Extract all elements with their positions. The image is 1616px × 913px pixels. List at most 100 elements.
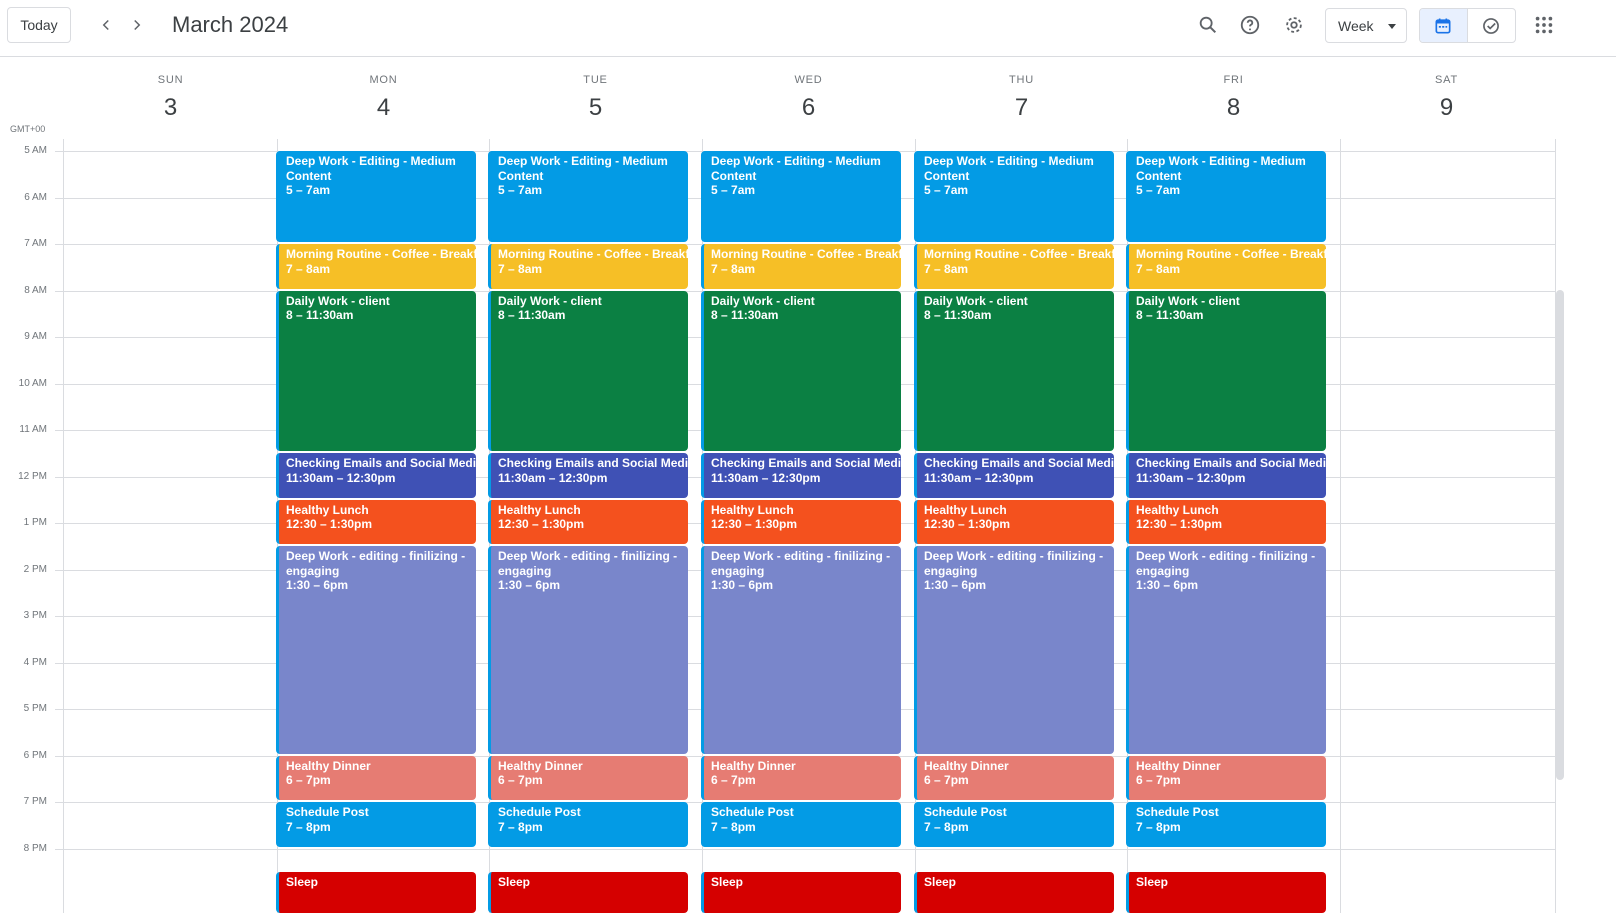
calendar-event[interactable]: Checking Emails and Social Media and11:3… [914,453,1114,498]
settings-button[interactable] [1278,9,1310,41]
calendar-event[interactable]: Sleep [1126,871,1326,913]
event-title: Checking Emails and Social Media and [711,456,901,471]
day-number[interactable]: 5 [588,94,603,121]
event-time: 11:30am – 12:30pm [924,470,1034,485]
event-time: 7 – 8am [498,261,543,276]
hour-label: 12 PM [18,470,47,482]
day-number[interactable]: 3 [163,94,178,121]
event-time: 12:30 – 1:30pm [924,517,1011,532]
event-time: 7 – 8am [924,261,969,276]
help-button[interactable] [1234,9,1266,41]
day-of-week: FRI [1223,74,1244,86]
week-grid[interactable]: 5 AM 6 AM 7 AM 8 AM 9 AM 10 AM 11 AM 12 PM 1 PM 2… [0,139,1556,913]
hour-label: 5 PM [23,703,47,714]
event-title: Morning Routine - Coffee - Breakfast [286,247,476,261]
calendar-event[interactable]: Healthy Dinner 6 – 7pm [914,755,1114,800]
calendar-event[interactable]: Deep Work - editing - finilizing - engag… [276,546,476,754]
day-header-wed[interactable]: WED 6 [702,57,915,139]
calendar-event[interactable]: Daily Work - client 8 – 11:30am [276,290,476,452]
calendar-event[interactable]: Checking Emails and Social Media and11:3… [488,453,688,498]
event-time: 7 – 8pm [498,819,543,834]
calendar-event[interactable]: Checking Emails and Social Media and11:3… [701,453,901,498]
calendar-event[interactable]: Deep Work - editing - finilizing - engag… [701,546,901,754]
calendar-event[interactable]: Deep Work - Editing - Medium Content 5 – … [1126,151,1326,242]
calendar-event[interactable]: Checking Emails and Social Media and11:3… [276,453,476,498]
day-column-divider [1555,139,1556,913]
day-header-tue[interactable]: TUE 5 [489,57,702,139]
day-header-thu[interactable]: THU 7 [915,57,1128,139]
calendar-event[interactable]: Deep Work - editing - finilizing - engag… [1126,546,1326,754]
calendar-event[interactable]: Schedule Post 7 – 8pm [276,802,476,847]
event-time: 1:30 – 6pm [711,578,774,593]
calendar-event[interactable]: Morning Routine - Coffee - Breakfast 7 – … [701,244,901,289]
search-icon [1199,16,1217,34]
calendar-event[interactable]: Healthy Lunch 12:30 – 1:30pm [914,499,1114,545]
event-title: Morning Routine - Coffee - Breakfast [711,247,901,261]
day-header-sat[interactable]: SAT 9 [1340,57,1553,139]
calendar-event[interactable]: Sleep [488,871,688,913]
day-of-week: TUE [583,74,608,86]
event-title: Deep Work - editing - finilizing - engag… [286,549,466,578]
day-number[interactable]: 9 [1439,94,1454,121]
calendar-view-button[interactable] [1420,9,1468,42]
calendar-event[interactable]: Deep Work - Editing - Medium Content 5 – … [276,151,476,242]
day-number[interactable]: 4 [376,94,391,121]
event-time: 12:30 – 1:30pm [498,517,585,532]
calendar-event[interactable]: Sleep [701,871,901,913]
calendar-event[interactable]: Schedule Post 7 – 8pm [1126,802,1326,847]
calendar-event[interactable]: Healthy Lunch 12:30 – 1:30pm [701,499,901,545]
calendar-event[interactable]: Deep Work - Editing - Medium Content 5 – … [701,151,901,242]
calendar-event[interactable]: Schedule Post 7 – 8pm [488,802,688,847]
event-title: Daily Work - client [498,293,602,308]
calendar-event[interactable]: Deep Work - Editing - Medium Content 5 – … [488,151,688,242]
calendar-event[interactable]: Morning Routine - Coffee - Breakfast 7 – … [914,244,1114,289]
day-number[interactable]: 8 [1226,94,1241,121]
calendar-event[interactable]: Deep Work - editing - finilizing - engag… [488,546,688,754]
calendar-event[interactable]: Deep Work - editing - finilizing - engag… [914,546,1114,754]
day-number[interactable]: 7 [1014,94,1029,121]
chevron-right-icon [134,19,141,31]
tasks-view-button[interactable] [1468,9,1516,42]
calendar-event[interactable]: Healthy Lunch 12:30 – 1:30pm [1126,499,1326,545]
calendar-event[interactable]: Schedule Post 7 – 8pm [914,802,1114,847]
calendar-event[interactable]: Daily Work - client 8 – 11:30am [914,290,1114,452]
apps-button[interactable] [1528,9,1560,41]
search-button[interactable] [1192,9,1224,41]
event-title: Deep Work - Editing - Medium Content [286,154,456,183]
event-title: Checking Emails and Social Media and [286,456,476,471]
today-button[interactable]: Today [7,7,71,43]
calendar-event[interactable]: Sleep [914,871,1114,913]
day-header-sun[interactable]: SUN 3 [64,57,277,139]
calendar-event[interactable]: Healthy Dinner 6 – 7pm [276,755,476,800]
day-header-fri[interactable]: FRI 8 [1127,57,1340,139]
calendar-event[interactable]: Healthy Lunch 12:30 – 1:30pm [488,499,688,545]
calendar-event[interactable]: Schedule Post 7 – 8pm [701,802,901,847]
calendar-event[interactable]: Morning Routine - Coffee - Breakfast 7 – … [276,244,476,289]
day-header-mon[interactable]: MON 4 [277,57,490,139]
event-time: 5 – 7am [711,183,756,197]
calendar-event[interactable]: Daily Work - client 8 – 11:30am [488,290,688,452]
calendar-event[interactable]: Healthy Lunch 12:30 – 1:30pm [276,499,476,545]
calendar-event[interactable]: Healthy Dinner 6 – 7pm [488,755,688,800]
calendar-event[interactable]: Checking Emails and Social Media and11:3… [1126,453,1326,498]
calendar-event[interactable]: Daily Work - client 8 – 11:30am [1126,290,1326,452]
event-title: Checking Emails and Social Media and [1136,456,1326,471]
view-selector[interactable]: Week [1325,8,1407,43]
event-title: Schedule Post [711,805,794,819]
previous-week-button[interactable] [91,10,121,40]
calendar-event[interactable]: Daily Work - client 8 – 11:30am [701,290,901,452]
event-time: 6 – 7pm [286,773,331,787]
calendar-event[interactable]: Deep Work - Editing - Medium Content 5 – … [914,151,1114,242]
calendar-event[interactable]: Morning Routine - Coffee - Breakfast 7 – … [488,244,688,289]
event-time: 12:30 – 1:30pm [1136,517,1223,532]
event-time: 6 – 7pm [924,773,969,787]
event-title: Morning Routine - Coffee - Breakfast [1136,247,1326,261]
event-time: 11:30am – 12:30pm [286,470,396,485]
calendar-event[interactable]: Morning Routine - Coffee - Breakfast 7 – … [1126,244,1326,289]
next-week-button[interactable] [122,10,152,40]
vertical-scrollbar[interactable] [1556,290,1564,780]
calendar-event[interactable]: Healthy Dinner 6 – 7pm [1126,755,1326,800]
calendar-event[interactable]: Sleep [276,871,476,913]
calendar-event[interactable]: Healthy Dinner 6 – 7pm [701,755,901,800]
day-number[interactable]: 6 [801,94,816,121]
